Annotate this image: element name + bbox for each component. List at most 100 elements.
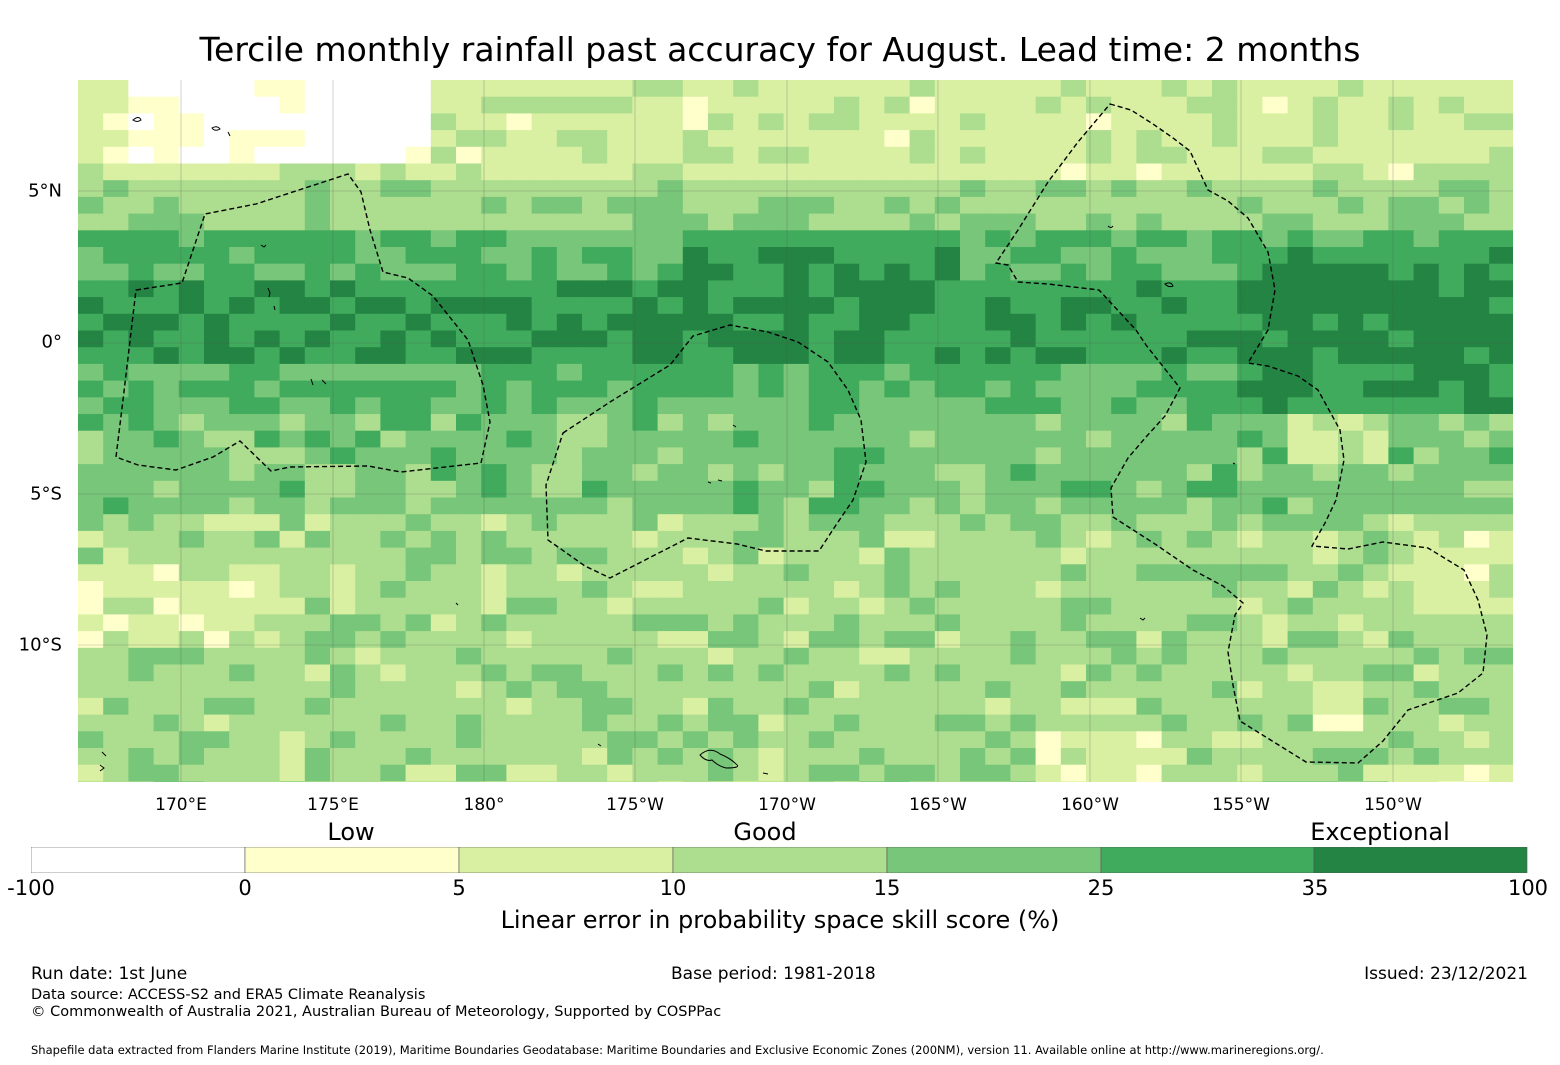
grid-cell [1287,347,1314,365]
grid-cell [103,297,129,315]
grid-cell [960,731,986,749]
grid-cell [1262,514,1289,532]
grid-cell [783,647,810,666]
grid-cell [607,363,633,382]
grid-cell [1262,196,1289,215]
grid-cell [859,564,885,582]
grid-cell [657,547,684,565]
grid-cell [178,163,205,181]
grid-cell [1237,213,1263,231]
issued-date: Issued: 23/12/2021 [1364,964,1528,984]
grid-cell [103,631,129,649]
grid-cell [1338,631,1364,649]
grid-cell [1413,731,1440,749]
grid-cell [153,163,180,181]
grid-cell [178,313,205,332]
grid-cell [934,714,961,732]
grid-cell [204,781,230,782]
tick-35: 35 [1301,876,1329,900]
grid-cell [808,681,835,699]
grid-cell [304,430,331,448]
grid-cell [1363,280,1389,298]
grid-cell [556,614,583,632]
grid-cell [330,647,356,666]
grid-cell [682,380,709,398]
grid-cell [632,330,659,348]
grid-cell [128,263,155,281]
grid-cell [783,748,810,766]
grid-cell [1010,547,1037,565]
grid-cell [1388,363,1415,382]
grid-cell [254,597,281,615]
grid-cell [78,614,104,632]
grid-cell [1010,163,1037,181]
grid-cell [430,146,457,165]
grid-cell [582,96,608,114]
grid-cell [279,80,306,98]
grid-cell [405,230,432,248]
grid-cell [178,631,205,649]
grid-cell [1413,447,1440,465]
grid-cell [934,697,961,716]
grid-cell [1287,213,1314,231]
grid-cell [1464,681,1490,699]
tick-25: 25 [1087,876,1115,900]
grid-cell [178,263,205,281]
grid-cell [380,430,407,448]
grid-cell [405,397,432,415]
grid-cell [229,614,255,632]
grid-cell [531,213,558,231]
grid-cell [909,163,936,181]
grid-cell [808,748,835,766]
grid-cell [884,196,911,215]
grid-cell [128,380,155,398]
grid-cell [1086,380,1112,398]
grid-cell [1035,347,1062,365]
grid-cell [1338,514,1364,532]
grid-cell [657,397,684,415]
grid-cell [1111,514,1137,532]
grid-cell [708,113,734,131]
grid-cell [1086,748,1112,766]
grid-cell [708,748,734,766]
grid-cell [960,664,986,682]
grid-cell [1212,697,1238,716]
grid-cell [960,781,986,782]
grid-cell [1212,113,1238,131]
grid-cell [229,731,255,749]
grid-cell [1438,530,1465,549]
grid-cell [682,564,709,582]
grid-cell [506,748,533,766]
grid-cell [859,380,885,398]
grid-cell [1212,263,1238,281]
grid-cell [279,230,306,248]
grid-cell [1237,280,1263,298]
grid-cell [582,547,608,565]
colorbar [30,846,1528,874]
grid-cell [1287,380,1314,398]
grid-cell [380,113,407,131]
grid-cell [657,497,684,515]
grid-cell [783,230,810,248]
grid-cell [153,380,180,398]
grid-cell [934,581,961,599]
grid-cell [1438,180,1465,198]
grid-cell [708,697,734,716]
grid-cell [657,247,684,265]
grid-cell [1086,447,1112,465]
grid-cell [405,447,432,465]
grid-cell [254,130,281,148]
grid-cell [582,113,608,131]
grid-cell [128,430,155,448]
grid-cell [1338,547,1364,565]
grid-cell [1086,597,1112,615]
grid-cell [1388,247,1415,265]
grid-cell [808,196,835,215]
grid-cell [380,180,407,198]
grid-cell [330,163,356,181]
grid-cell [884,414,911,432]
grid-cell [1035,196,1062,215]
grid-cell [1035,664,1062,682]
grid-cell [1338,80,1364,98]
grid-cell [78,380,104,398]
